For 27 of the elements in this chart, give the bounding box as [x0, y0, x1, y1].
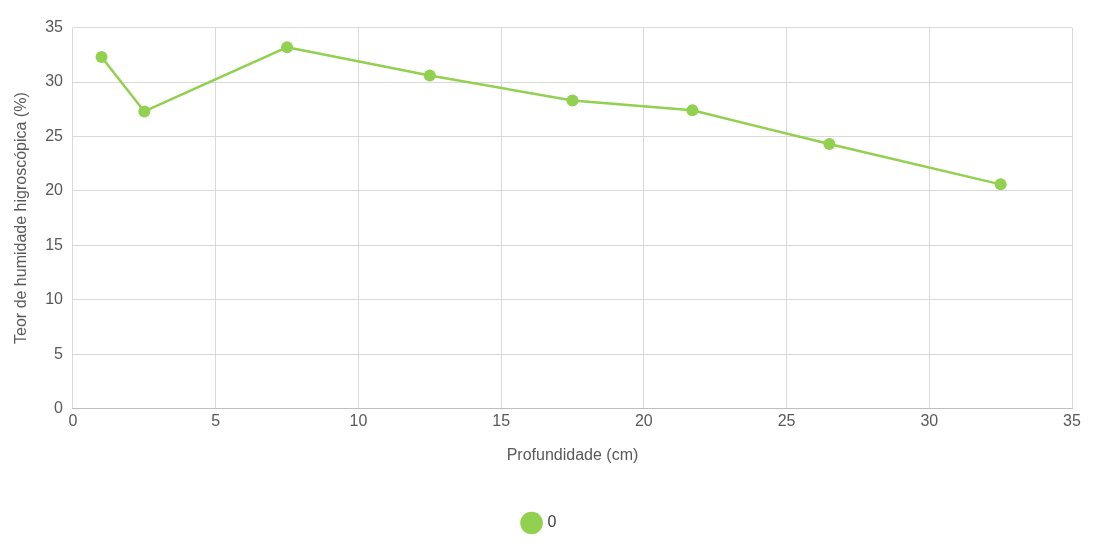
x-tick-label: 0 — [68, 411, 78, 429]
y-axis-title: Teor de humidade higroscópica (%) — [12, 92, 30, 344]
point — [423, 69, 436, 82]
x-tick-label: 30 — [920, 411, 939, 429]
point — [95, 50, 108, 63]
y-tick-label: 15 — [45, 235, 64, 253]
point — [566, 94, 579, 107]
y-tick-label: 10 — [45, 290, 64, 308]
point — [138, 105, 151, 118]
x-tick-label: 25 — [777, 411, 796, 429]
x-tick-label: 15 — [492, 411, 511, 429]
y-tick-label: 5 — [54, 344, 64, 362]
point — [823, 138, 836, 151]
x-tick-label: 35 — [1063, 411, 1081, 429]
point — [686, 104, 699, 117]
x-axis-title: Profundidade (cm) — [506, 445, 639, 463]
point — [281, 41, 294, 54]
y-tick-label: 20 — [45, 181, 64, 199]
x-tick-label: 20 — [634, 411, 653, 429]
y-tick-label: 25 — [45, 126, 64, 144]
legend-label: 0 — [547, 513, 557, 531]
y-tick-label: 30 — [45, 72, 64, 90]
point — [994, 178, 1007, 191]
x-tick-label: 5 — [211, 411, 221, 429]
y-tick-label: 0 — [54, 399, 64, 417]
y-tick-label: 35 — [45, 18, 64, 36]
x-tick-label: 10 — [349, 411, 368, 429]
